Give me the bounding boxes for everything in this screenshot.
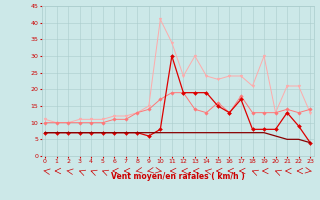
X-axis label: Vent moyen/en rafales ( km/h ): Vent moyen/en rafales ( km/h ) — [111, 172, 244, 181]
